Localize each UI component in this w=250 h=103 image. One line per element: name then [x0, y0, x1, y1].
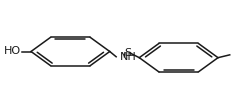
Text: HO: HO [4, 46, 21, 57]
Text: NH: NH [120, 52, 136, 62]
Text: S: S [124, 47, 131, 58]
